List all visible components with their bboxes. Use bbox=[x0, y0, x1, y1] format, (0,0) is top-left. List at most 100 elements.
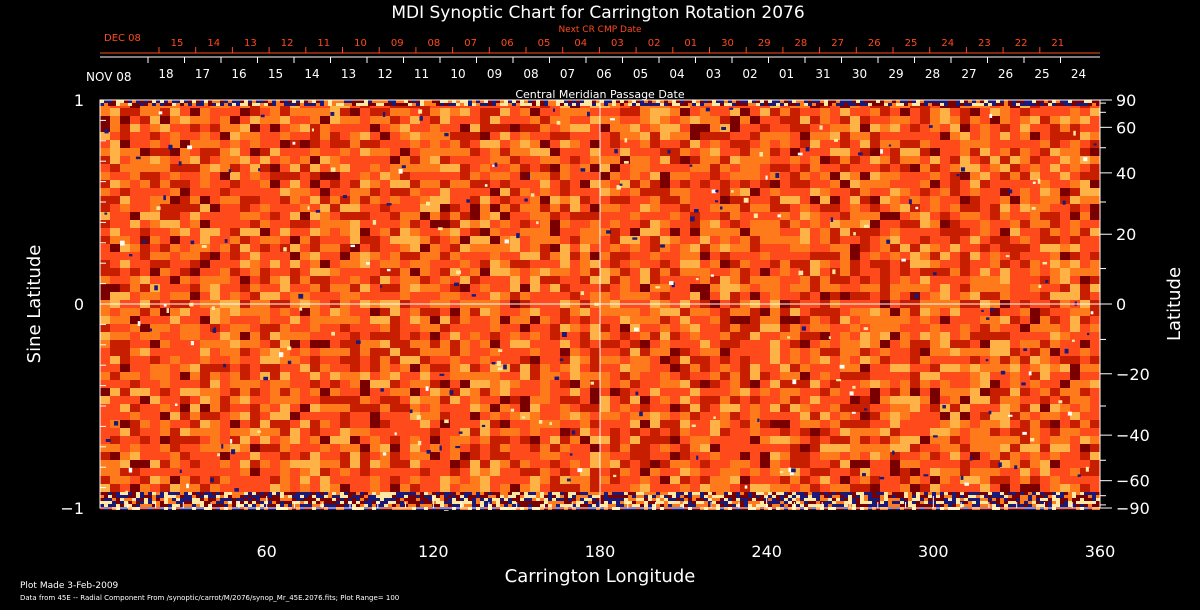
heatmap-cell bbox=[480, 388, 490, 396]
heatmap-cell bbox=[540, 364, 550, 372]
heatmap-cell bbox=[510, 452, 520, 460]
heatmap-cell bbox=[410, 124, 420, 132]
heatmap-cell bbox=[310, 228, 320, 236]
heatmap-cell bbox=[760, 444, 770, 452]
heatmap-cell bbox=[860, 332, 870, 340]
heatmap-cell bbox=[1090, 244, 1100, 252]
heatmap-cell bbox=[100, 380, 110, 388]
heatmap-cell bbox=[710, 468, 720, 476]
heatmap-cell bbox=[560, 220, 570, 228]
heatmap-cell bbox=[860, 428, 870, 436]
heatmap-cell bbox=[100, 236, 110, 244]
heatmap-cell bbox=[560, 212, 570, 220]
heatmap-cell bbox=[710, 476, 720, 484]
heatmap-cell bbox=[800, 188, 810, 196]
heatmap-cell bbox=[100, 468, 110, 476]
heatmap-cell bbox=[370, 172, 380, 180]
heatmap-cell bbox=[870, 436, 880, 444]
heatmap-cell bbox=[1030, 364, 1040, 372]
heatmap-cell bbox=[710, 324, 720, 332]
heatmap-cell bbox=[790, 340, 800, 348]
heatmap-cell bbox=[810, 292, 820, 300]
heatmap-cell bbox=[720, 340, 730, 348]
heatmap-cell bbox=[910, 260, 920, 268]
heatmap-cell bbox=[340, 236, 350, 244]
heatmap-cell bbox=[790, 412, 800, 420]
heatmap-cell bbox=[410, 316, 420, 324]
heatmap-cell bbox=[330, 220, 340, 228]
heatmap-cell bbox=[820, 444, 830, 452]
heatmap-cell bbox=[660, 164, 670, 172]
heatmap-cell bbox=[1070, 228, 1080, 236]
heatmap-cell bbox=[1080, 220, 1090, 228]
heatmap-cell bbox=[540, 220, 550, 228]
heatmap-cell bbox=[1010, 276, 1020, 284]
heatmap-cell bbox=[990, 460, 1000, 468]
heatmap-cell bbox=[1040, 452, 1050, 460]
heatmap-cell bbox=[900, 380, 910, 388]
heatmap-cell bbox=[760, 356, 770, 364]
heatmap-cell bbox=[1090, 292, 1100, 300]
heatmap-cell bbox=[1090, 268, 1100, 276]
heatmap-cell bbox=[220, 204, 230, 212]
heatmap-cell bbox=[260, 212, 270, 220]
heatmap-cell bbox=[730, 324, 740, 332]
heatmap-cell bbox=[450, 196, 460, 204]
heatmap-cell bbox=[110, 236, 120, 244]
heatmap-cell bbox=[620, 340, 630, 348]
heatmap-cell bbox=[420, 292, 430, 300]
heatmap-cell bbox=[990, 420, 1000, 428]
heatmap-cell bbox=[950, 140, 960, 148]
heatmap-cell bbox=[1080, 188, 1090, 196]
heatmap-cell bbox=[400, 332, 410, 340]
heatmap-cell bbox=[580, 252, 590, 260]
heatmap-cell bbox=[620, 188, 630, 196]
heatmap-cell bbox=[380, 324, 390, 332]
heatmap-cell bbox=[790, 196, 800, 204]
heatmap-cell bbox=[370, 260, 380, 268]
heatmap-cell bbox=[1070, 388, 1080, 396]
heatmap-cell bbox=[820, 116, 830, 124]
heatmap-cell bbox=[600, 468, 610, 476]
heatmap-cell bbox=[780, 332, 790, 340]
heatmap-cell bbox=[1010, 340, 1020, 348]
heatmap-cell bbox=[490, 164, 500, 172]
heatmap-cell bbox=[590, 340, 600, 348]
heatmap-cell bbox=[390, 340, 400, 348]
heatmap-cell bbox=[740, 428, 750, 436]
heatmap-cell bbox=[120, 204, 130, 212]
heatmap-cell bbox=[890, 260, 900, 268]
heatmap-cell bbox=[510, 228, 520, 236]
heatmap-cell bbox=[130, 444, 140, 452]
heatmap-cell bbox=[850, 188, 860, 196]
heatmap-cell bbox=[420, 324, 430, 332]
heatmap-cell bbox=[640, 436, 650, 444]
heatmap-cell bbox=[490, 460, 500, 468]
heatmap-cell bbox=[450, 212, 460, 220]
heatmap-cell bbox=[760, 164, 770, 172]
heatmap-cell bbox=[880, 388, 890, 396]
heatmap-cell bbox=[1020, 220, 1030, 228]
heatmap-cell bbox=[1000, 404, 1010, 412]
heatmap-cell bbox=[100, 420, 110, 428]
heatmap-cell bbox=[350, 316, 360, 324]
heatmap-cell bbox=[230, 228, 240, 236]
heatmap-cell bbox=[240, 404, 250, 412]
heatmap-cell bbox=[140, 460, 150, 468]
heatmap-cell bbox=[260, 372, 270, 380]
heatmap-cell bbox=[420, 460, 430, 468]
heatmap-cell bbox=[710, 348, 720, 356]
heatmap-cell bbox=[140, 180, 150, 188]
heatmap-cell bbox=[190, 196, 200, 204]
top-date-label: 17 bbox=[195, 67, 210, 81]
heatmap-cell bbox=[220, 284, 230, 292]
heatmap-cell bbox=[280, 356, 290, 364]
heatmap-cell bbox=[890, 348, 900, 356]
heatmap-cell bbox=[320, 420, 330, 428]
heatmap-cell bbox=[700, 484, 710, 492]
heatmap-cell bbox=[910, 340, 920, 348]
heatmap-cell bbox=[550, 268, 560, 276]
heatmap-cell bbox=[280, 428, 290, 436]
heatmap-cell bbox=[1090, 108, 1100, 116]
heatmap-cell bbox=[640, 196, 650, 204]
